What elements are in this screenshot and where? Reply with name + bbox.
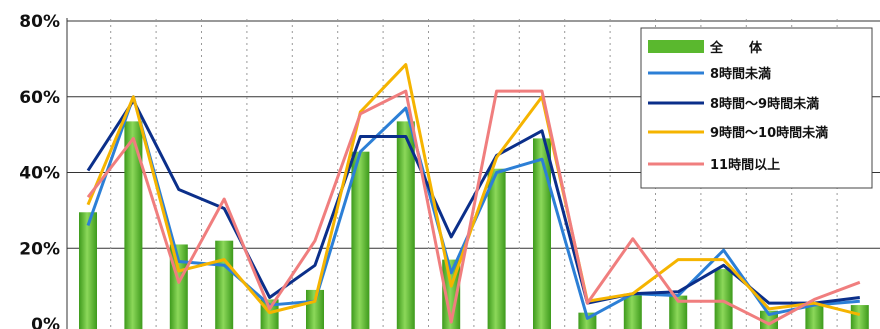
- bar: [714, 269, 733, 329]
- bar: [396, 121, 415, 329]
- y-axis-ticks: 0% 20% 40% 60% 80%: [19, 12, 60, 329]
- bar: [79, 212, 97, 329]
- bar: [124, 121, 143, 329]
- bar: [669, 295, 688, 329]
- legend-label-3: 9時間～10時間未満: [710, 125, 828, 141]
- bar: [487, 168, 506, 329]
- legend-box: [640, 27, 873, 189]
- bar: [215, 240, 234, 329]
- series-line-2: [86, 99, 860, 305]
- series-line-3: [86, 63, 861, 316]
- y-tick-label: 80%: [19, 12, 60, 32]
- y-tick-label: 20%: [19, 239, 60, 259]
- legend: 全 体 8時間未満 8時間～9時間未満 9時間～10時間未満 11時間以上: [640, 27, 873, 189]
- legend-label-4: 11時間以上: [710, 157, 780, 173]
- bar: [533, 138, 551, 329]
- series-lines: [86, 63, 861, 326]
- y-tick-label: 60%: [19, 88, 60, 108]
- bar: [805, 305, 824, 329]
- legend-label-2: 8時間～9時間未満: [710, 96, 819, 112]
- bar: [351, 151, 370, 329]
- bar: [850, 305, 869, 329]
- y-tick-label: 0%: [31, 315, 60, 329]
- legend-label-0: 全 体: [709, 40, 763, 56]
- series-line-4: [86, 89, 861, 326]
- legend-swatch-bar: [648, 40, 704, 53]
- bar: [306, 289, 324, 329]
- bar: [760, 310, 778, 329]
- bar: [623, 293, 642, 329]
- y-tick-label: 40%: [19, 164, 60, 184]
- legend-label-1: 8時間未満: [710, 66, 771, 82]
